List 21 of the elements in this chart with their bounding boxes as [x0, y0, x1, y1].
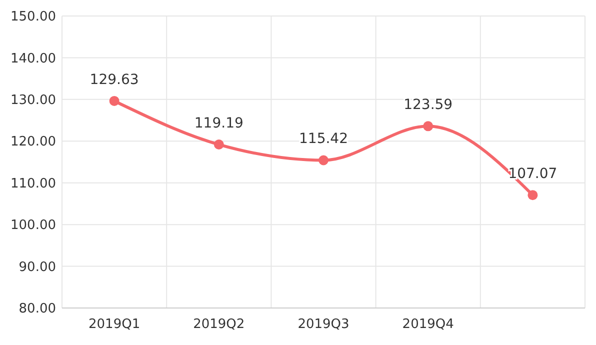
data-label: 119.19 [194, 116, 244, 132]
data-label: 123.59 [404, 97, 453, 114]
y-tick-label: 100.00 [10, 218, 56, 234]
y-tick-label: 90.00 [18, 260, 56, 275]
point [109, 96, 120, 106]
y-tick-label: 80.00 [18, 302, 56, 317]
point [318, 155, 328, 166]
x-tick-label: 2019Q4 [402, 317, 454, 332]
y-tick-label: 120.00 [10, 134, 56, 150]
y-tick-label: 110.00 [10, 176, 56, 192]
x-tick-label: 2019Q1 [88, 317, 140, 332]
data-label: 115.42 [299, 131, 348, 148]
y-tick-label: 140.00 [10, 51, 56, 66]
y-tick-label: 130.00 [10, 92, 56, 108]
point [528, 190, 538, 200]
point [423, 121, 434, 132]
data-label: 129.63 [90, 72, 139, 88]
y-tick-label: 150.00 [10, 10, 56, 25]
x-tick-label: 2019Q3 [298, 317, 350, 332]
x-tick-label: 2019Q2 [193, 317, 245, 332]
point [214, 140, 224, 150]
